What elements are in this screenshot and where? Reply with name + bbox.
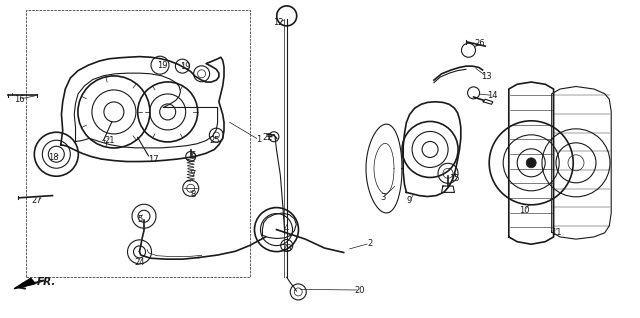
Text: 10: 10	[520, 206, 530, 215]
Text: 24: 24	[134, 258, 145, 267]
Text: 1: 1	[257, 135, 262, 144]
Text: 25: 25	[209, 136, 220, 145]
Text: 11: 11	[552, 228, 562, 237]
Text: 21: 21	[105, 136, 115, 145]
Text: FR.: FR.	[37, 277, 56, 287]
Text: 2: 2	[367, 239, 372, 248]
Text: 19: 19	[180, 62, 191, 71]
Text: 26: 26	[475, 39, 485, 48]
Text: 16: 16	[14, 95, 24, 104]
Polygon shape	[14, 278, 35, 289]
Text: 15: 15	[449, 174, 460, 183]
Text: 13: 13	[481, 72, 492, 81]
Text: 20: 20	[355, 286, 365, 294]
Text: 5: 5	[137, 215, 142, 224]
Text: 23: 23	[282, 244, 292, 253]
Text: 22: 22	[262, 133, 273, 142]
Circle shape	[526, 158, 536, 168]
Text: 7: 7	[191, 170, 196, 179]
Text: 17: 17	[148, 155, 159, 163]
Text: 4: 4	[284, 224, 289, 233]
Text: 19: 19	[157, 61, 167, 70]
Text: 27: 27	[32, 196, 42, 205]
Text: 14: 14	[488, 91, 498, 100]
Text: 3: 3	[380, 193, 385, 202]
Text: 9: 9	[407, 197, 412, 205]
Text: 18: 18	[48, 153, 58, 162]
Text: 8: 8	[191, 190, 196, 199]
Text: 12: 12	[273, 18, 284, 27]
Text: 6: 6	[191, 151, 196, 160]
